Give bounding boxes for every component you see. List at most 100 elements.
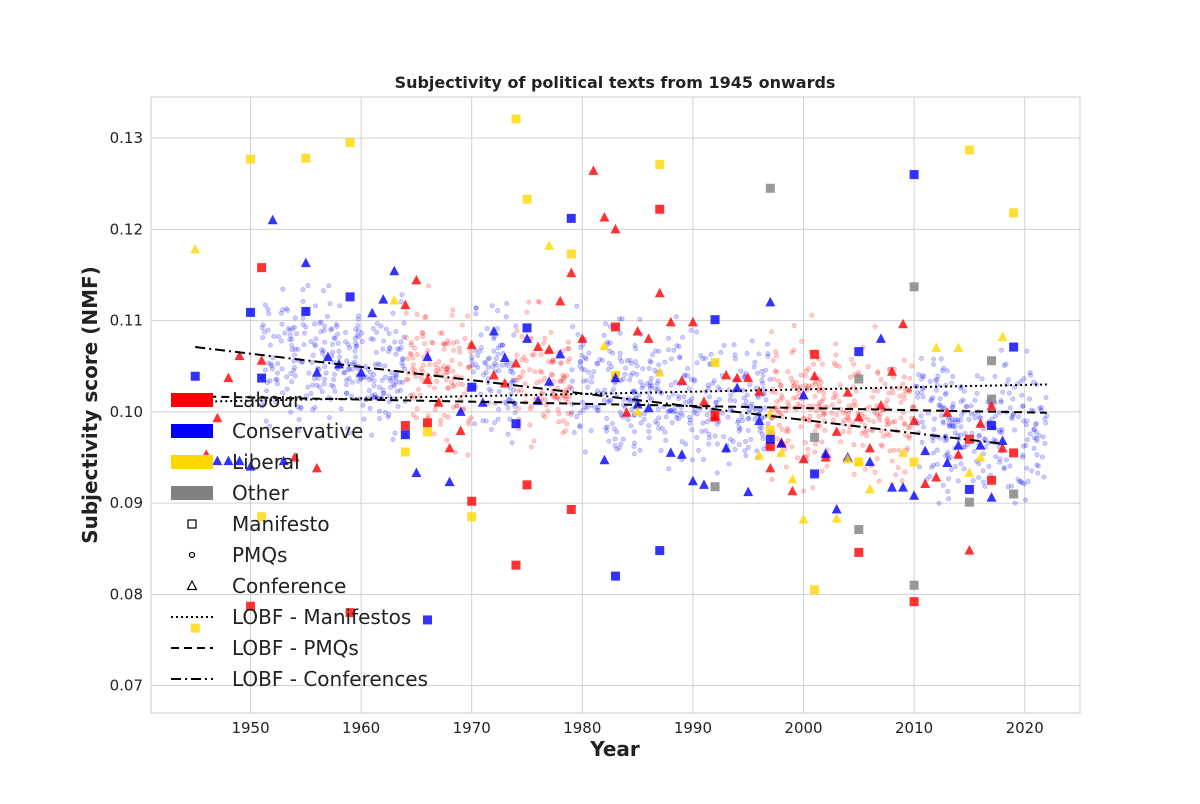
pmqs-point xyxy=(760,435,766,441)
pmqs-point xyxy=(282,330,288,336)
pmqs-point xyxy=(443,377,449,383)
liberal-manifesto-point xyxy=(422,427,432,437)
pmqs-point xyxy=(393,329,399,335)
pmqs-point xyxy=(287,332,293,338)
pmqs-point xyxy=(790,383,796,389)
pmqs-point xyxy=(354,332,360,338)
pmqs-point xyxy=(434,378,440,384)
pmqs-point xyxy=(785,369,791,375)
y-tick-label: 0.11 xyxy=(110,312,143,330)
pmqs-point xyxy=(691,377,697,383)
pmqs-point xyxy=(907,424,913,430)
liberal-manifesto-point xyxy=(511,114,521,124)
legend-label: Labour xyxy=(232,388,302,412)
pmqs-point xyxy=(393,375,399,381)
pmqs-point xyxy=(484,326,490,332)
pmqs-point xyxy=(721,342,727,348)
pmqs-point xyxy=(656,348,662,354)
pmqs-point xyxy=(1015,476,1021,482)
pmqs-point xyxy=(402,366,408,372)
pmqs-point xyxy=(560,372,566,378)
conservative-manifesto-point xyxy=(345,292,355,302)
pmqs-point xyxy=(806,383,812,389)
pmqs-point xyxy=(738,368,744,374)
pmqs-point xyxy=(1001,362,1007,368)
pmqs-point xyxy=(813,441,819,447)
pmqs-point xyxy=(940,420,946,426)
conservative-manifesto-point xyxy=(909,170,919,180)
pmqs-point xyxy=(292,373,298,379)
conservative-conference-point xyxy=(499,352,510,363)
pmqs-point xyxy=(919,376,925,382)
pmqs-point xyxy=(510,379,516,385)
pmqs-point xyxy=(569,378,575,384)
conservative-conference-point xyxy=(953,440,964,450)
pmqs-point xyxy=(735,420,741,426)
legend-label: Other xyxy=(232,481,290,505)
conservative-conference-point xyxy=(544,376,555,386)
conservative-conference-point xyxy=(411,467,422,477)
labour-conference-point xyxy=(234,350,245,361)
pmqs-point xyxy=(752,359,758,365)
conservative-conference-point xyxy=(378,294,389,304)
pmqs-point xyxy=(633,346,639,352)
pmqs-point xyxy=(308,391,314,397)
pmqs-point xyxy=(1021,481,1027,487)
pmqs-point xyxy=(504,362,510,368)
pmqs-point xyxy=(1037,405,1043,411)
pmqs-point xyxy=(713,400,719,406)
labour-conference-point xyxy=(710,411,721,422)
pmqs-point xyxy=(355,378,361,384)
labour-manifesto-point xyxy=(810,349,820,359)
pmqs-point xyxy=(310,382,316,388)
pmqs-point xyxy=(436,359,442,365)
pmqs-point xyxy=(925,410,931,416)
pmqs-point xyxy=(803,383,809,389)
pmqs-point xyxy=(693,329,699,335)
other-manifesto-point xyxy=(909,282,919,292)
y-tick-label: 0.13 xyxy=(110,129,143,147)
trend-line-dashed xyxy=(195,395,1047,414)
conservative-manifesto-point xyxy=(257,373,267,383)
pmqs-point xyxy=(352,348,358,354)
pmqs-point xyxy=(632,429,638,435)
pmqs-point xyxy=(555,394,561,400)
conservative-conference-point xyxy=(698,479,709,489)
pmqs-point xyxy=(370,326,376,332)
pmqs-point xyxy=(1017,479,1023,485)
pmqs-point xyxy=(444,370,450,376)
pmqs-point xyxy=(332,371,338,377)
pmqs-point xyxy=(470,369,476,375)
pmqs-point xyxy=(570,324,576,330)
pmqs-point xyxy=(328,327,334,333)
conservative-manifesto-point xyxy=(710,315,720,325)
pmqs-point xyxy=(350,361,356,367)
pmqs-point xyxy=(929,464,935,470)
pmqs-point xyxy=(901,374,907,380)
pmqs-point xyxy=(302,330,308,336)
pmqs-point xyxy=(295,346,301,352)
pmqs-point xyxy=(920,394,926,400)
pmqs-point xyxy=(390,437,396,443)
pmqs-point xyxy=(760,373,766,379)
pmqs-point xyxy=(950,401,956,407)
pmqs-point xyxy=(799,338,805,344)
pmqs-point xyxy=(482,360,488,366)
pmqs-point xyxy=(1023,497,1029,503)
labour-conference-point xyxy=(488,369,499,380)
liberal-manifesto-point xyxy=(964,145,974,155)
pmqs-point xyxy=(346,366,352,372)
pmqs-point xyxy=(751,364,757,370)
pmqs-point xyxy=(950,423,956,429)
pmqs-point xyxy=(785,438,791,444)
pmqs-point xyxy=(824,463,830,469)
pmqs-point xyxy=(871,419,877,425)
pmqs-point xyxy=(280,286,286,292)
pmqs-point xyxy=(569,410,575,416)
labour-conference-point xyxy=(942,407,953,417)
pmqs-point xyxy=(736,442,742,448)
pmqs-point xyxy=(933,387,939,393)
pmqs-point xyxy=(495,345,501,351)
pmqs-point xyxy=(542,397,548,403)
pmqs-point xyxy=(556,411,562,417)
